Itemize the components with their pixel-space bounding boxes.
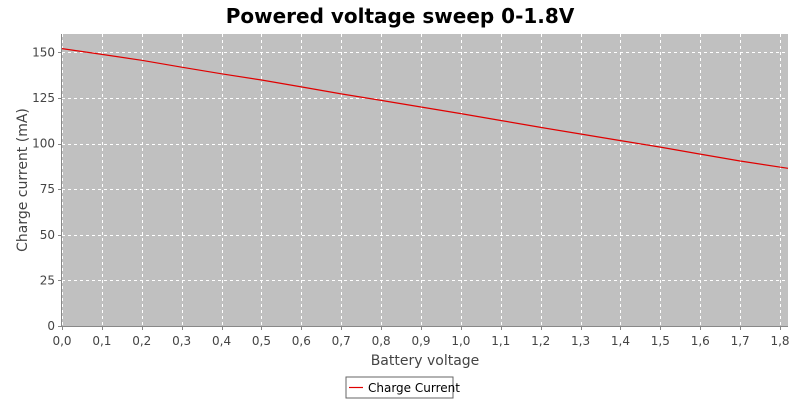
y-tick-label: 0 — [47, 319, 55, 333]
x-tick-label: 0,7 — [332, 334, 351, 348]
y-tick-label: 25 — [40, 273, 55, 287]
x-tick-label: 0,3 — [172, 334, 191, 348]
x-tick-label: 1,3 — [571, 334, 590, 348]
x-axis-ticks: 0,0 0,1 0,2 0,3 0,4 0,5 0,6 0,7 0,8 0,9 1,0 1,1 1,2 1… — [52, 326, 790, 348]
y-axis-ticks: 0 25 50 75 100 125 150 — [32, 45, 62, 333]
legend: Charge Current — [345, 376, 460, 399]
x-tick-label: 1,6 — [691, 334, 710, 348]
series-line-charge-current — [61, 48, 789, 169]
y-tick-label: 75 — [40, 182, 55, 196]
plot-area — [62, 34, 788, 326]
x-tick-label: 0,8 — [372, 334, 391, 348]
legend-label: Charge Current — [368, 381, 460, 395]
chart-title: Powered voltage sweep 0-1.8V — [226, 4, 575, 28]
x-tick-label: 0,4 — [212, 334, 231, 348]
series-layer — [61, 48, 789, 169]
y-axis-label: Charge current (mA) — [15, 108, 31, 252]
legend-box — [345, 376, 454, 399]
x-tick-label: 0,2 — [132, 334, 151, 348]
y-tick-label: 150 — [32, 45, 55, 59]
x-tick-label: 0,0 — [52, 334, 71, 348]
x-tick-label: 0,5 — [252, 334, 271, 348]
x-tick-label: 1,1 — [491, 334, 510, 348]
x-axis-label: Battery voltage — [371, 353, 480, 369]
x-tick-label: 1,0 — [451, 334, 470, 348]
x-tick-label: 0,1 — [92, 334, 111, 348]
x-gridlines — [62, 34, 781, 326]
x-tick-label: 0,6 — [292, 334, 311, 348]
x-tick-label: 0,9 — [411, 334, 430, 348]
y-tick-label: 125 — [32, 91, 55, 105]
x-tick-label: 1,8 — [770, 334, 789, 348]
y-tick-label: 50 — [40, 228, 55, 242]
x-tick-label: 1,4 — [611, 334, 630, 348]
x-tick-label: 1,5 — [651, 334, 670, 348]
x-tick-label: 1,2 — [531, 334, 550, 348]
x-tick-label: 1,7 — [731, 334, 750, 348]
y-tick-label: 100 — [32, 137, 55, 151]
